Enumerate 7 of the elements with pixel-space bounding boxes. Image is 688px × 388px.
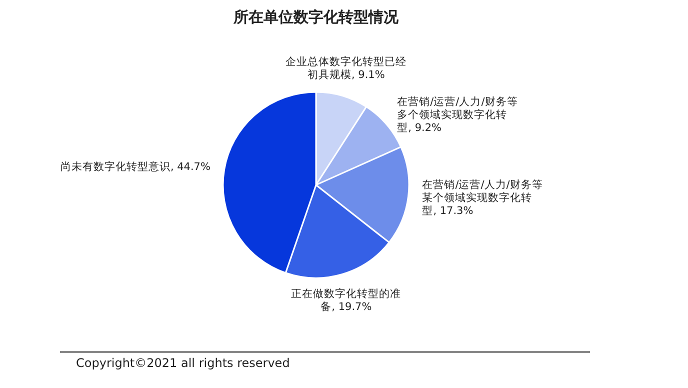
slice-label: 尚未有数字化转型意识, 44.7% xyxy=(59,160,210,174)
slice-label: 在营销/运营/人力/财务等某个领域实现数字化转型, 17.3% xyxy=(422,178,544,218)
text: Copyright©2021 all rights reserved xyxy=(76,356,290,370)
slice-label: 正在做数字化转型的准备, 19.7% xyxy=(290,288,402,314)
slice-label: 企业总体数字化转型已经初具规模, 9.1% xyxy=(284,56,408,82)
slice-label: 在营销/运营/人力/财务等多个领域实现数字化转型, 9.2% xyxy=(397,96,519,135)
chart-title: 所在单位数字化转型情况 xyxy=(232,8,400,27)
